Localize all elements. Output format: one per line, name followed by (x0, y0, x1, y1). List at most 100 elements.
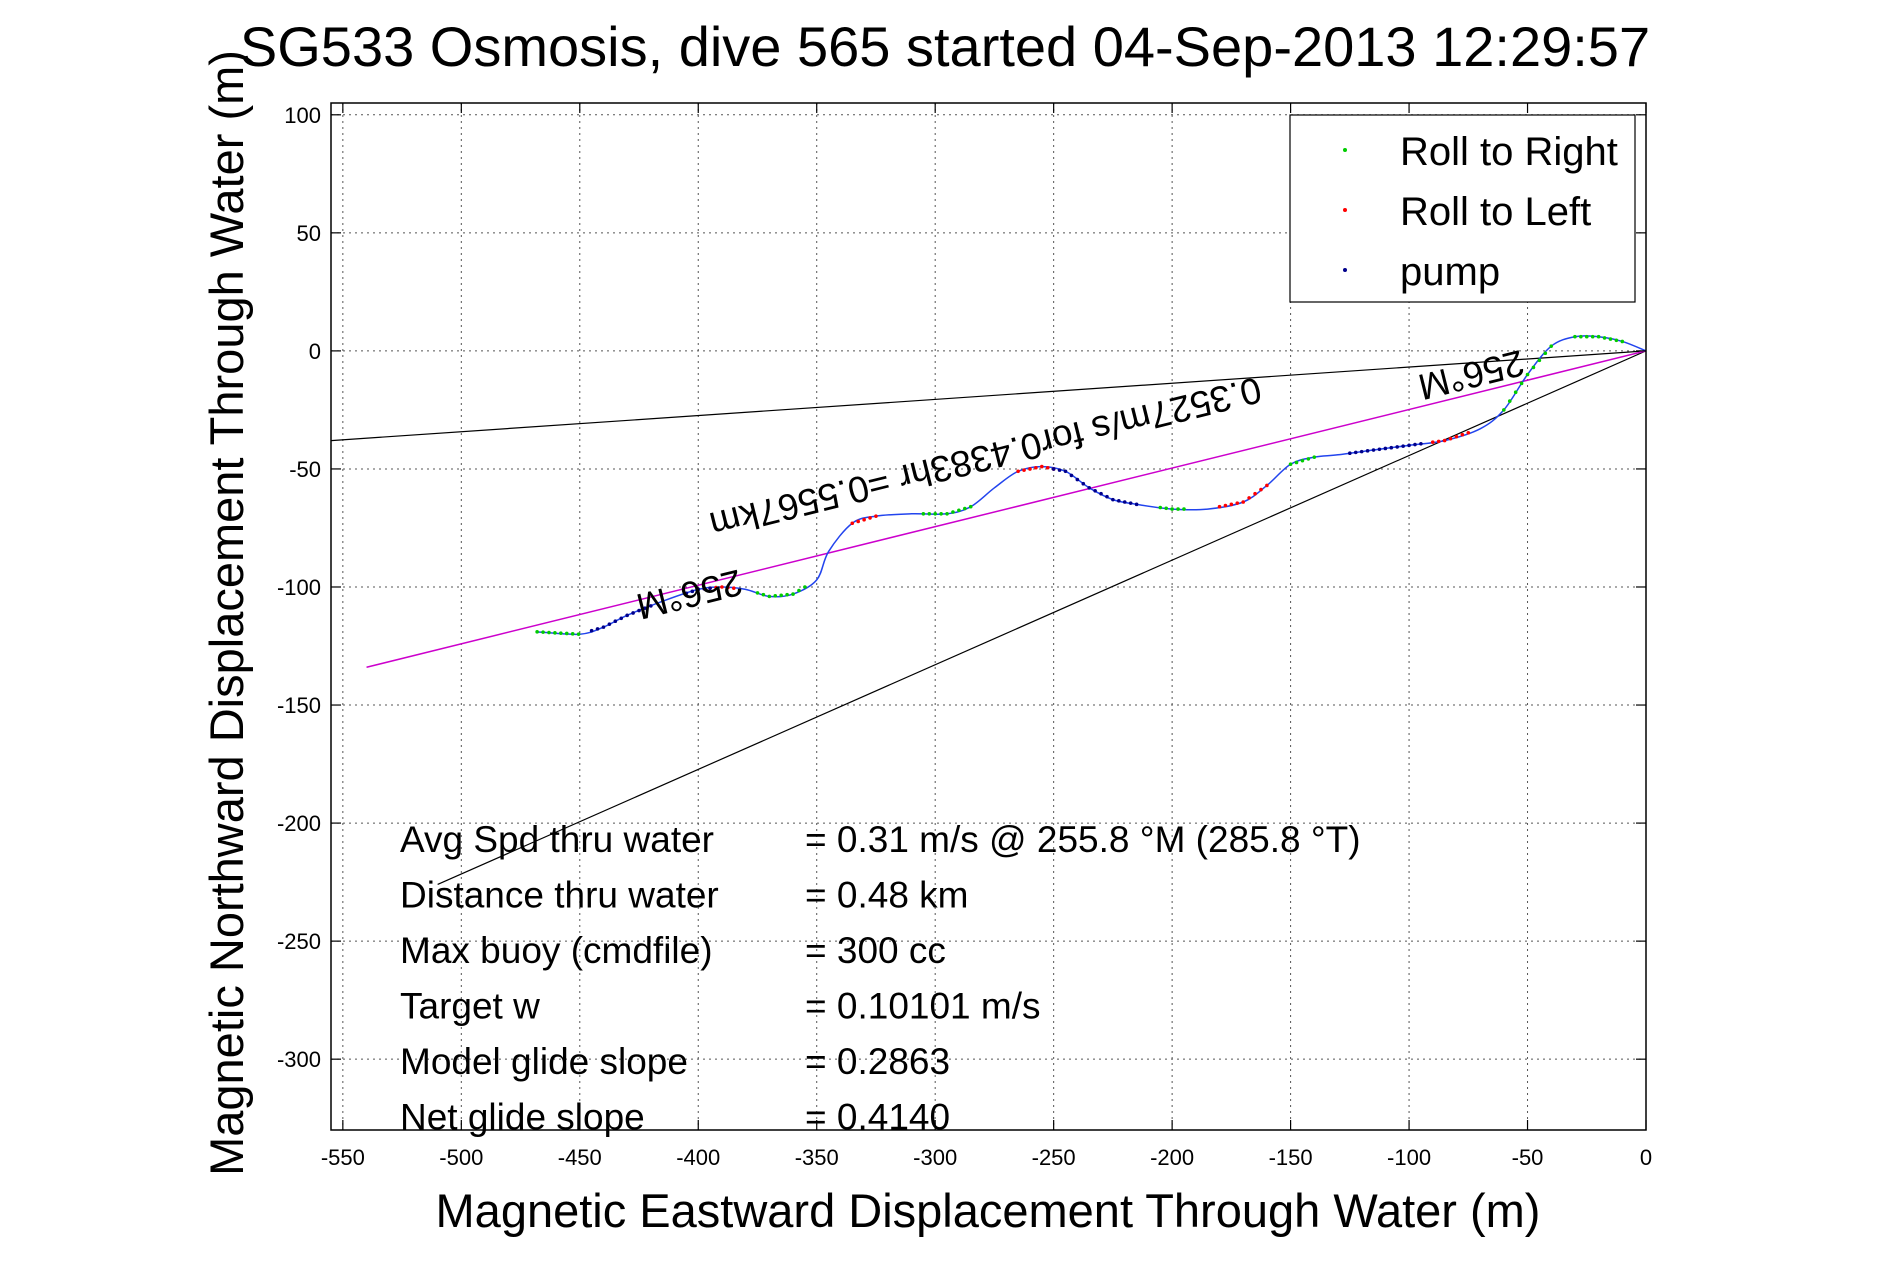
chart-title: SG533 Osmosis, dive 565 started 04-Sep-2… (240, 15, 1650, 78)
legend-marker (1343, 148, 1347, 152)
stat-label: Net glide slope (400, 1097, 645, 1138)
roll-right-point (564, 631, 569, 636)
roll-markers (535, 334, 1625, 636)
roll-right-point (1300, 458, 1305, 463)
stat-value: = 300 cc (805, 930, 946, 971)
pump-point (1057, 468, 1062, 472)
pump-point (702, 586, 706, 591)
pump-point (1093, 488, 1097, 493)
stat-value: = 0.48 km (805, 875, 969, 916)
pump-point (1105, 494, 1109, 499)
roll-right-point (963, 506, 967, 511)
pump-point (1395, 445, 1400, 449)
roll-right-point (559, 631, 563, 635)
roll-right-point (797, 588, 801, 593)
roll-left-point (1217, 504, 1222, 509)
roll-right-point (1502, 408, 1506, 412)
pump-point (637, 608, 641, 613)
y-tick-label: -100 (277, 575, 321, 600)
roll-left-point (1016, 469, 1020, 474)
pump-point (1134, 502, 1139, 507)
x-tick-label: -250 (1032, 1145, 1076, 1170)
roll-left-point (1430, 440, 1435, 444)
pump-point (1389, 445, 1394, 450)
roll-left-point (1448, 436, 1453, 441)
pump-point (1081, 481, 1086, 486)
roll-left-point (1040, 464, 1044, 469)
x-tick-label: -550 (321, 1145, 365, 1170)
y-tick-label: -200 (277, 811, 321, 836)
roll-right-point (927, 512, 932, 516)
roll-right-point (535, 630, 539, 634)
legend-label: Roll to Left (1400, 190, 1591, 234)
x-tick-label: -450 (558, 1145, 602, 1170)
axis-ticks: -550 -500 -450 -400 -350 -300 -250 -200 -150 -100… (277, 103, 1652, 1170)
pump-point (1063, 469, 1068, 474)
roll-right-point (1584, 334, 1589, 339)
roll-right-point (761, 592, 766, 597)
roll-left-point (1454, 434, 1459, 439)
roll-left-point (1442, 438, 1447, 443)
roll-right-point (1176, 507, 1180, 511)
roll-right-point (1590, 334, 1595, 339)
stat-value: = 0.2863 (805, 1041, 950, 1082)
y-tick-label: -50 (289, 457, 321, 482)
roll-left-point (1223, 503, 1228, 508)
roll-right-point (779, 593, 783, 598)
roll-right-point (1294, 460, 1299, 465)
x-tick-label: -500 (439, 1145, 483, 1170)
x-axis-label: Magnetic Eastward Displacement Through W… (436, 1184, 1541, 1237)
roll-right-point (1306, 457, 1311, 461)
y-tick-label: 50 (297, 221, 321, 246)
x-tick-label: -200 (1150, 1145, 1194, 1170)
stat-label: Target w (400, 986, 540, 1027)
roll-left-point (862, 517, 866, 522)
pump-point (1069, 473, 1074, 478)
legend-marker (1343, 208, 1347, 212)
roll-right-point (547, 630, 551, 635)
roll-left-point (731, 586, 736, 590)
roll-right-point (1579, 334, 1583, 339)
stat-value: = 0.31 m/s @ 255.8 °M (285.8 °T) (805, 819, 1361, 860)
roll-right-point (767, 594, 772, 599)
pump-point (690, 589, 695, 594)
legend-label: Roll to Right (1400, 130, 1618, 174)
pump-point (1111, 497, 1115, 502)
roll-right-point (1614, 338, 1619, 343)
pump-point (1377, 447, 1382, 452)
roll-left-point (868, 516, 872, 520)
pump-point (613, 619, 618, 624)
pump-point (1128, 501, 1133, 505)
roll-left-point (1247, 496, 1251, 500)
roll-left-point (850, 521, 855, 526)
roll-left-point (874, 514, 878, 518)
x-tick-label: -350 (795, 1145, 839, 1170)
x-tick-label: -300 (913, 1145, 957, 1170)
roll-right-point (1602, 336, 1607, 340)
roll-left-point (1229, 502, 1234, 507)
roll-right-point (1513, 390, 1518, 395)
roll-right-point (1525, 372, 1530, 377)
roll-left-point (714, 585, 718, 590)
x-tick-label: -50 (1512, 1145, 1544, 1170)
roll-right-point (803, 585, 807, 589)
x-tick-label: -150 (1269, 1145, 1313, 1170)
pump-point (619, 616, 624, 621)
pump-point (1051, 467, 1056, 471)
roll-right-point (1288, 462, 1293, 467)
x-tick-label: 0 (1640, 1145, 1652, 1170)
roll-right-point (957, 508, 961, 513)
pump-point (708, 586, 712, 590)
roll-right-point (1531, 365, 1536, 370)
roll-left-point (1253, 491, 1257, 496)
pump-point (1371, 448, 1376, 452)
roll-left-point (1265, 483, 1269, 488)
stat-value: = 0.4140 (805, 1097, 950, 1138)
roll-left-point (1034, 465, 1038, 470)
roll-left-point (1235, 501, 1240, 505)
pump-point (1365, 449, 1370, 453)
pump-point (1413, 442, 1417, 447)
y-tick-label: 100 (284, 103, 321, 128)
roll-right-point (939, 512, 943, 516)
